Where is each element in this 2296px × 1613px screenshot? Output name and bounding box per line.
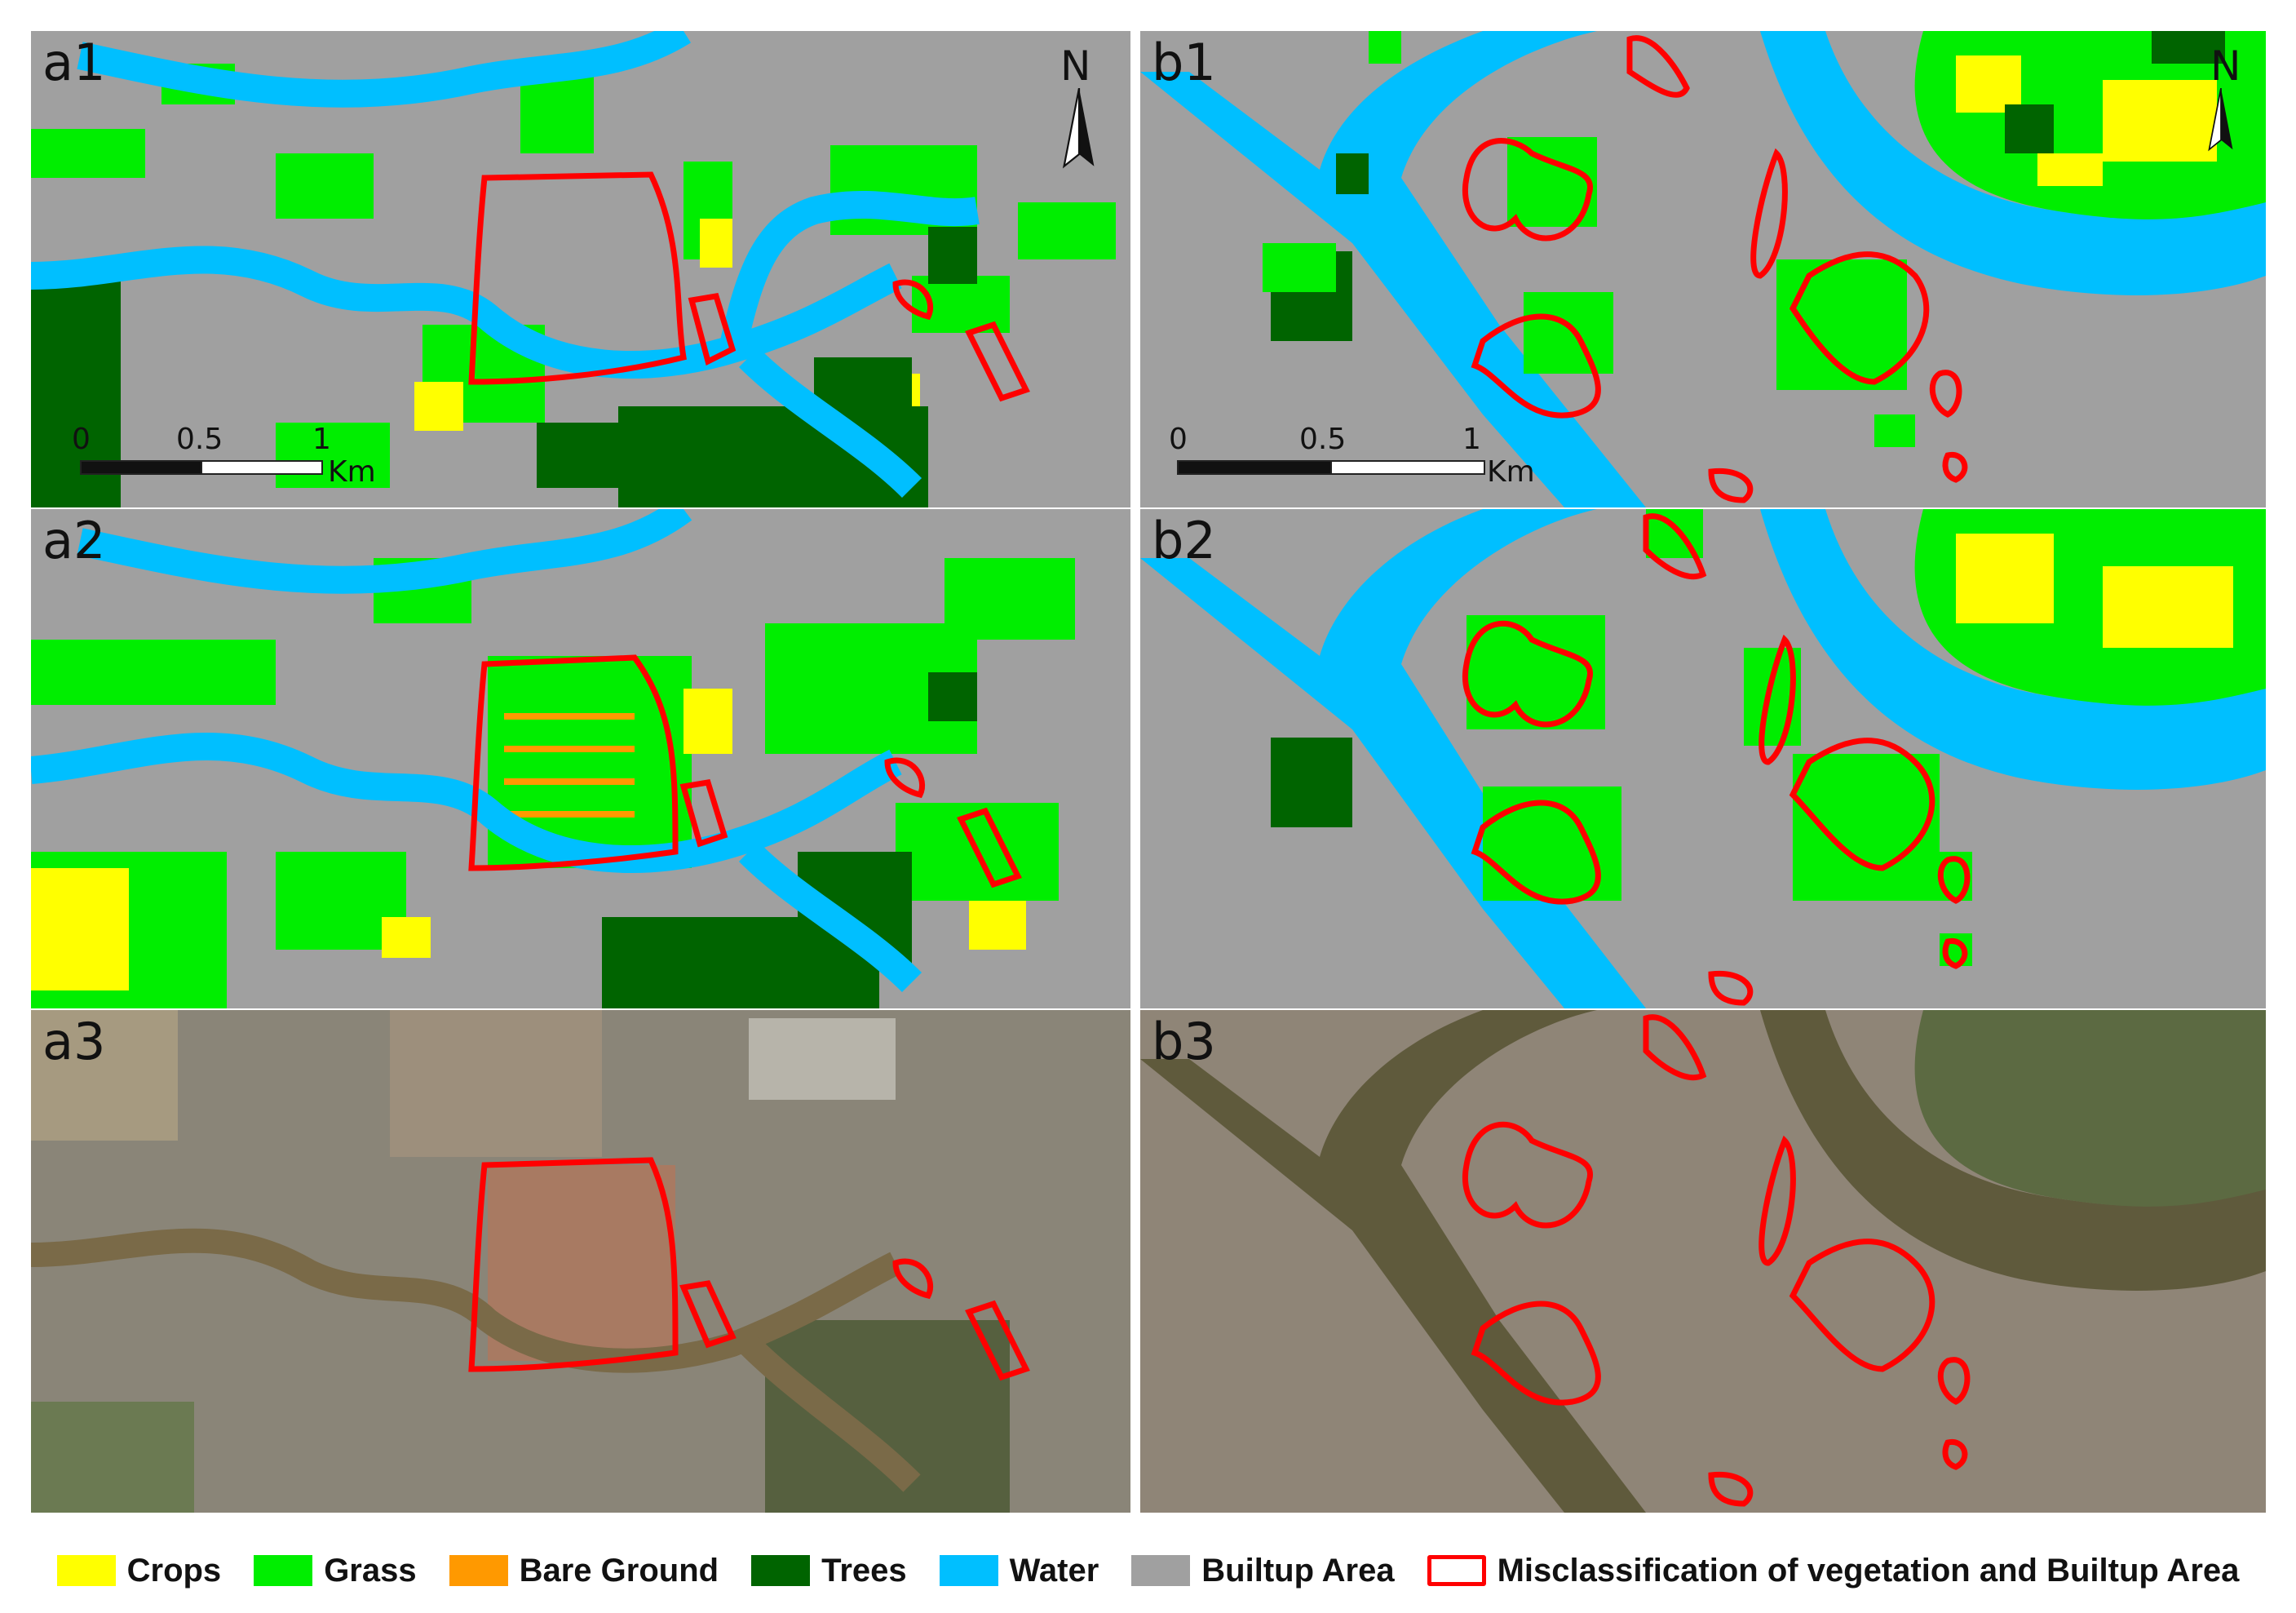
panel-label-a3: a3 [42, 1012, 106, 1071]
panel-label-a2: a2 [42, 511, 106, 570]
scale-tick-half: 0.5 [176, 423, 223, 456]
scale-tick-half: 0.5 [1299, 423, 1347, 456]
legend-item: Misclassification of vegetation and Buil… [1427, 1552, 2240, 1589]
legend-label: Builtup Area [1201, 1552, 1395, 1589]
classification-map-a1 [31, 31, 1130, 507]
legend-swatch [1131, 1555, 1191, 1586]
legend-item: Crops [56, 1552, 222, 1589]
legend-swatch [939, 1555, 998, 1586]
legend-swatch [1427, 1555, 1486, 1586]
classification-map-b2 [1140, 509, 2266, 1008]
legend-swatch [56, 1555, 116, 1586]
north-arrow-b: N [2192, 42, 2266, 202]
legend-item: Water [939, 1552, 1099, 1589]
satellite-image-a3 [31, 1010, 1130, 1513]
scale-bar-black [80, 460, 202, 475]
north-arrow: N [1042, 42, 1116, 202]
north-arrow-icon [2208, 88, 2233, 152]
north-letter-b: N [2210, 42, 2241, 90]
legend: Crops Grass Bare Ground Trees Water Builtup A… [0, 1534, 2296, 1607]
panel-label-b3: b3 [1152, 1012, 1216, 1071]
legend-swatch [751, 1555, 811, 1586]
legend-label: Grass [324, 1552, 417, 1589]
scale-bar-white [1330, 460, 1485, 475]
map-panel-a2: a2 [31, 509, 1130, 1008]
legend-item: Bare Ground [449, 1553, 719, 1589]
scale-bar-a: 0 0.5 1 Km [64, 423, 376, 489]
classification-map-b1 [1140, 31, 2266, 507]
scale-tick-0: 0 [72, 423, 91, 456]
satellite-panel-b3: b3 [1140, 1010, 2266, 1513]
satellite-image-b3 [1140, 1010, 2266, 1513]
legend-swatch [254, 1555, 313, 1586]
legend-swatch [449, 1555, 508, 1586]
scale-bar-b: 0 0.5 1 Km [1169, 423, 1535, 489]
scale-unit: Km [328, 455, 376, 489]
satellite-panel-a3: a3 [31, 1010, 1130, 1513]
north-arrow-icon [1062, 88, 1095, 169]
classification-map-a2 [31, 509, 1130, 1008]
legend-item: Builtup Area [1131, 1552, 1395, 1589]
legend-item: Trees [751, 1553, 907, 1589]
scale-unit: Km [1487, 455, 1535, 489]
scale-tick-0: 0 [1169, 423, 1188, 456]
map-panel-a1: a1 N 0 0.5 1 Km [31, 31, 1130, 507]
legend-label: Trees [821, 1552, 907, 1589]
scale-bar-black [1177, 460, 1332, 475]
scale-tick-1: 1 [312, 423, 331, 456]
panel-label-b2: b2 [1152, 511, 1216, 570]
legend-item: Grass [254, 1552, 417, 1589]
legend-label: Crops [126, 1552, 222, 1589]
legend-label: Bare Ground [519, 1552, 719, 1589]
north-letter: N [1060, 42, 1091, 90]
scale-bar-white [201, 460, 323, 475]
map-panel-b1: b1 N 0 0.5 1 Km [1140, 31, 2266, 507]
panel-label-b1: b1 [1152, 33, 1216, 92]
legend-label: Water [1009, 1552, 1099, 1589]
panel-label-a1: a1 [42, 33, 106, 92]
map-panel-b2: b2 [1140, 509, 2266, 1008]
scale-tick-1: 1 [1462, 423, 1481, 456]
legend-label: Misclassification of vegetation and Buil… [1497, 1552, 2240, 1589]
